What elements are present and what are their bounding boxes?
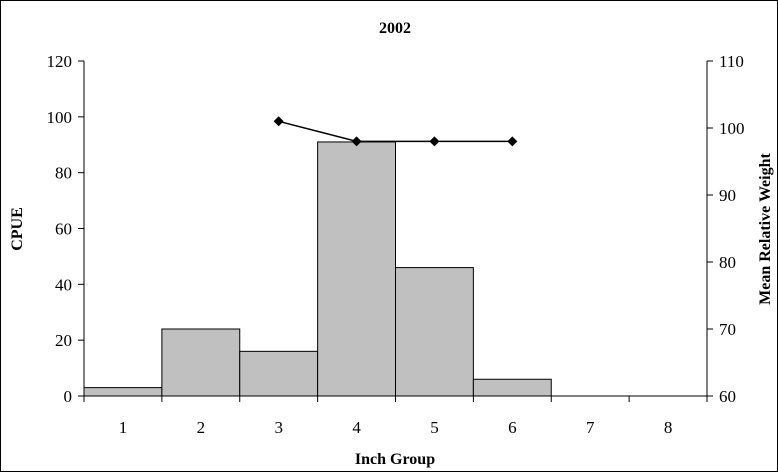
y-tick-label: 20 xyxy=(55,331,72,350)
x-tick-label: 6 xyxy=(508,418,517,437)
bar-3 xyxy=(239,350,319,397)
x-tick-label: 8 xyxy=(664,418,673,437)
bar-1 xyxy=(83,387,163,397)
x-tick-label: 3 xyxy=(274,418,283,437)
y-tick-label: 80 xyxy=(55,164,72,183)
marker-3 xyxy=(273,116,284,127)
y-tick-label: 120 xyxy=(47,52,73,71)
x-tick-label: 1 xyxy=(119,418,128,437)
bar-6 xyxy=(472,378,552,397)
line-layer xyxy=(273,116,518,147)
y-tick-label: 40 xyxy=(55,275,72,294)
x-tick-label: 2 xyxy=(197,418,206,437)
x-tick-label: 4 xyxy=(352,418,361,437)
y2-tick-label: 80 xyxy=(719,253,736,272)
bar-5 xyxy=(395,267,474,397)
axes-layer: 0 20 40 60 80 100 120 60 70 80 90 100 110 1 2 3 4 5 6 7 8 xyxy=(47,52,745,437)
y2-tick-label: 100 xyxy=(719,119,745,138)
marker-6 xyxy=(507,136,518,147)
y2-axis-title: Mean Relative Weight xyxy=(757,152,774,304)
y2-tick-label: 90 xyxy=(719,186,736,205)
y-tick-label: 60 xyxy=(55,220,72,239)
y-axis-title: CPUE xyxy=(9,207,26,251)
chart-title: 2002 xyxy=(379,20,411,37)
x-tick-label: 7 xyxy=(586,418,595,437)
y-tick-label: 100 xyxy=(47,108,73,127)
y2-tick-label: 60 xyxy=(719,387,736,406)
y2-tick-label: 110 xyxy=(719,52,744,71)
y2-tick-label: 70 xyxy=(719,320,736,339)
marker-4 xyxy=(351,136,362,147)
x-axis-title: Inch Group xyxy=(355,451,435,468)
bar-4 xyxy=(317,141,396,397)
marker-5 xyxy=(429,136,440,147)
bar-2 xyxy=(161,328,241,397)
relative-weight-line xyxy=(278,120,513,143)
x-tick-label: 5 xyxy=(430,418,439,437)
bars-layer xyxy=(83,141,552,397)
y-tick-label: 0 xyxy=(64,387,73,406)
